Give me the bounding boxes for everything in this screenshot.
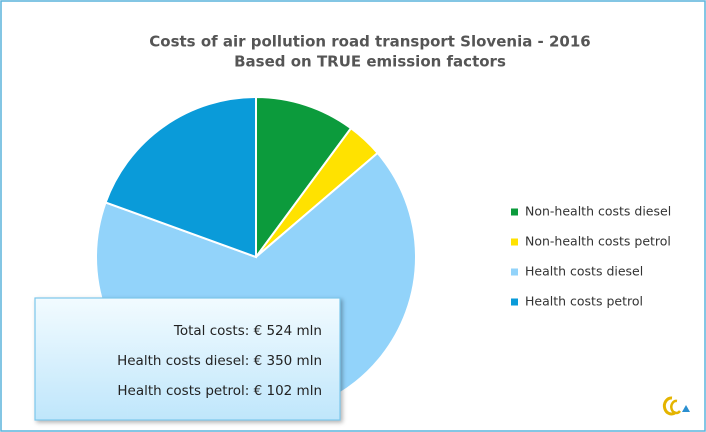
legend-label: Non-health costs diesel bbox=[525, 204, 671, 219]
annotation: Total costs: € 524 mln bbox=[173, 323, 322, 339]
chart-title: Costs of air pollution road transport Sl… bbox=[149, 33, 591, 51]
legend-label: Non-health costs petrol bbox=[525, 234, 671, 249]
annotation: Health costs diesel: € 350 mln bbox=[117, 353, 322, 369]
legend: Non-health costs diesel Non-health costs … bbox=[511, 204, 671, 309]
legend-swatch bbox=[511, 238, 518, 246]
chart-subtitle: Based on TRUE emission factors bbox=[234, 53, 506, 71]
legend-label: Health costs petrol bbox=[525, 294, 643, 309]
annotations: Total costs: € 524 mln Health costs diese… bbox=[117, 323, 322, 399]
annotation: Health costs petrol: € 102 mln bbox=[117, 383, 322, 399]
legend-swatch bbox=[511, 208, 518, 216]
legend-label: Health costs diesel bbox=[525, 264, 643, 279]
pie-slice bbox=[255, 95, 353, 261]
pie-slice bbox=[104, 95, 257, 259]
annotation-box bbox=[34, 297, 341, 421]
legend-swatch bbox=[511, 268, 518, 276]
logo bbox=[662, 396, 690, 416]
legend-swatch bbox=[511, 298, 518, 306]
